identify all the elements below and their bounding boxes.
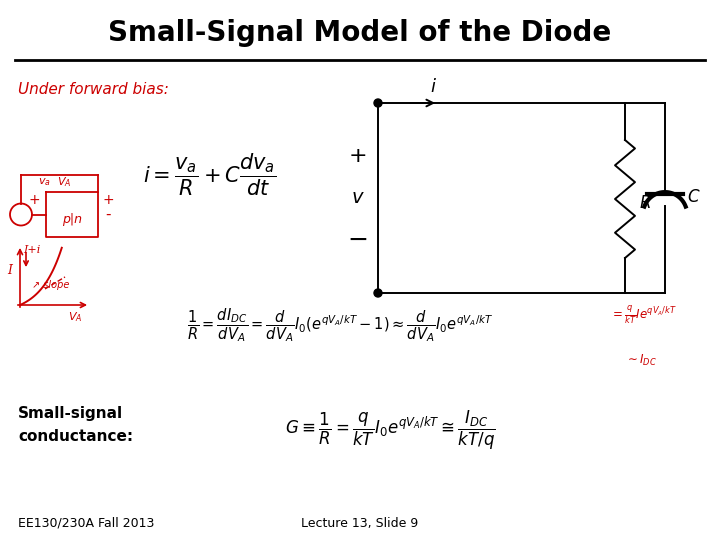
Circle shape — [374, 99, 382, 107]
Text: $V_A$: $V_A$ — [57, 175, 71, 189]
Text: ↗ slope: ↗ slope — [32, 280, 69, 290]
Circle shape — [374, 289, 382, 297]
Text: Under forward bias:: Under forward bias: — [18, 83, 169, 98]
Text: Small-Signal Model of the Diode: Small-Signal Model of the Diode — [109, 19, 611, 47]
Text: p|n: p|n — [62, 213, 82, 226]
Text: $G \equiv \dfrac{1}{R} = \dfrac{q}{kT}I_0 e^{qV_A/kT} \cong \dfrac{I_{DC}}{kT/q}: $G \equiv \dfrac{1}{R} = \dfrac{q}{kT}I_… — [284, 408, 495, 451]
Text: $V_A$: $V_A$ — [68, 310, 82, 324]
Text: $v$: $v$ — [351, 189, 365, 207]
Text: -: - — [105, 206, 111, 221]
Text: $= \frac{q}{kT}Ie^{qV_A/kT}$: $= \frac{q}{kT}Ie^{qV_A/kT}$ — [610, 304, 677, 326]
Text: $i = \dfrac{v_a}{R} + C\dfrac{dv_a}{dt}$: $i = \dfrac{v_a}{R} + C\dfrac{dv_a}{dt}$ — [143, 152, 276, 198]
Text: I: I — [7, 264, 12, 276]
Text: $\sim I_{DC}$: $\sim I_{DC}$ — [625, 353, 657, 368]
Text: +: + — [102, 193, 114, 207]
Text: +: + — [348, 146, 367, 166]
Text: $v_a$: $v_a$ — [37, 176, 50, 188]
Text: Lecture 13, Slide 9: Lecture 13, Slide 9 — [302, 516, 418, 530]
Text: +: + — [28, 193, 40, 207]
Text: Small-signal
conductance:: Small-signal conductance: — [18, 406, 133, 444]
Text: $i$: $i$ — [430, 78, 436, 96]
Text: $C$: $C$ — [687, 190, 701, 206]
Text: I+i: I+i — [23, 245, 40, 255]
Text: $\dfrac{1}{R} = \dfrac{dI_{DC}}{dV_A} = \dfrac{d}{dV_A}I_0(e^{qV_A/kT}-1) \appro: $\dfrac{1}{R} = \dfrac{dI_{DC}}{dV_A} = … — [186, 306, 493, 344]
Text: EE130/230A Fall 2013: EE130/230A Fall 2013 — [18, 516, 154, 530]
Text: $R$: $R$ — [639, 194, 651, 212]
Text: −: − — [348, 228, 369, 252]
